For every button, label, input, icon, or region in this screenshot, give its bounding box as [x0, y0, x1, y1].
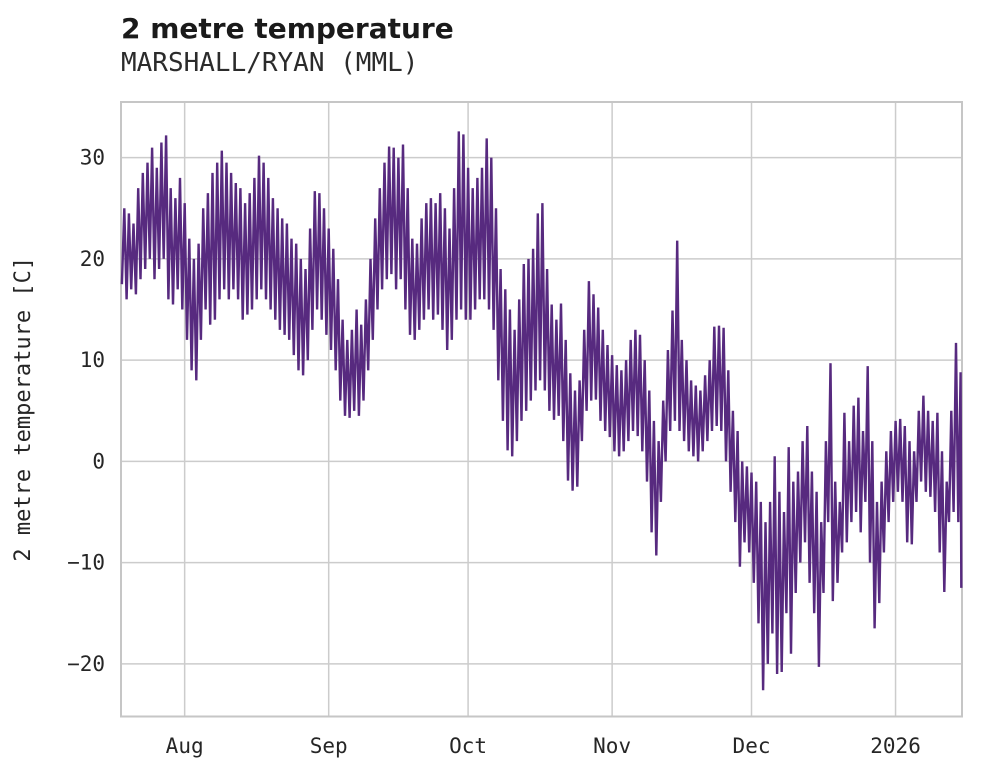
x-tick-label: Sep [310, 734, 348, 758]
chart-title: 2 metre temperature [121, 12, 454, 45]
y-tick-label: −10 [67, 551, 105, 575]
x-tick-label: Aug [166, 734, 204, 758]
y-tick-label: 0 [92, 449, 105, 473]
x-tick-label: 2026 [870, 734, 921, 758]
y-tick-label: 10 [80, 348, 105, 372]
temperature-line [120, 131, 963, 691]
y-axis-label: 2 metre temperature [C] [11, 257, 36, 562]
x-tick-label: Nov [593, 734, 631, 758]
y-tick-label: 20 [80, 247, 105, 271]
plot-border [120, 101, 963, 718]
y-tick-label: −20 [67, 652, 105, 676]
chart-subtitle: MARSHALL/RYAN (MML) [121, 48, 419, 78]
x-tick-label: Oct [449, 734, 487, 758]
x-tick-label: Dec [733, 734, 771, 758]
y-tick-label: 30 [80, 146, 105, 170]
